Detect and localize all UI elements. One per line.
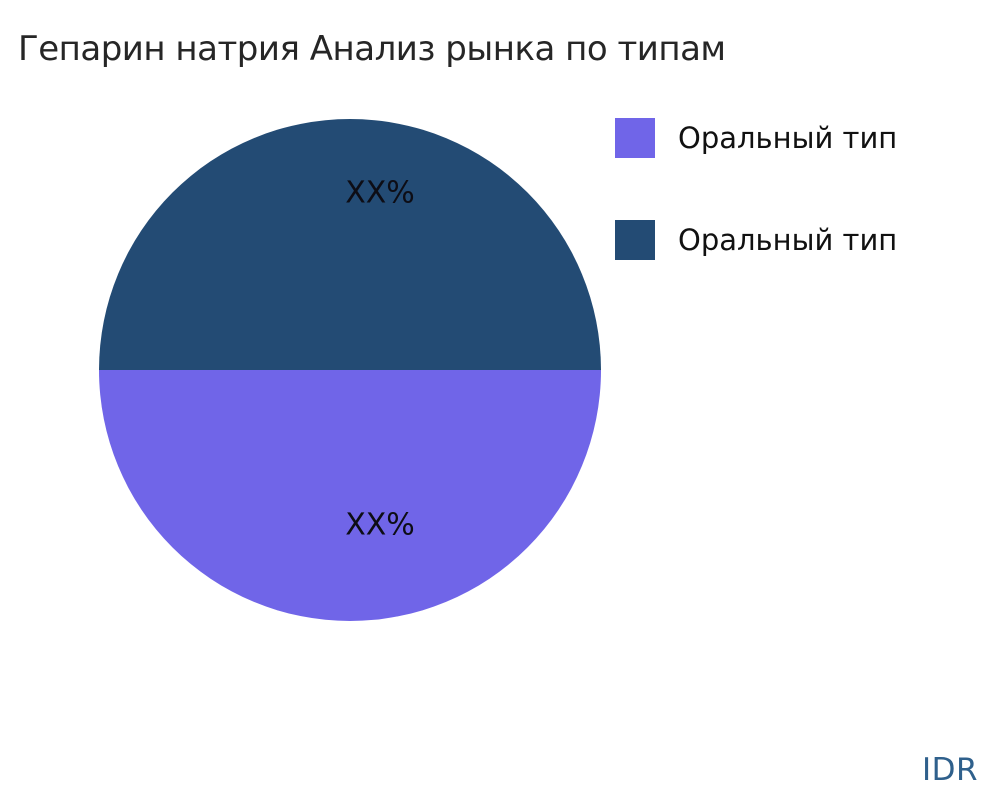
legend-swatch <box>615 220 655 260</box>
legend-item: Оральный тип <box>615 118 897 158</box>
pie-chart: XX% XX% <box>99 119 601 621</box>
pie-slice-label: XX% <box>345 507 415 543</box>
watermark-text: IDR <box>921 752 978 788</box>
chart-title: Гепарин натрия Анализ рынка по типам <box>18 29 726 69</box>
legend-label: Оральный тип <box>678 121 898 155</box>
pie-slice-label: XX% <box>345 175 415 211</box>
legend-swatch <box>615 118 655 158</box>
legend: Оральный тип Оральный тип <box>615 118 897 322</box>
legend-label: Оральный тип <box>678 223 898 257</box>
legend-item: Оральный тип <box>615 220 897 260</box>
